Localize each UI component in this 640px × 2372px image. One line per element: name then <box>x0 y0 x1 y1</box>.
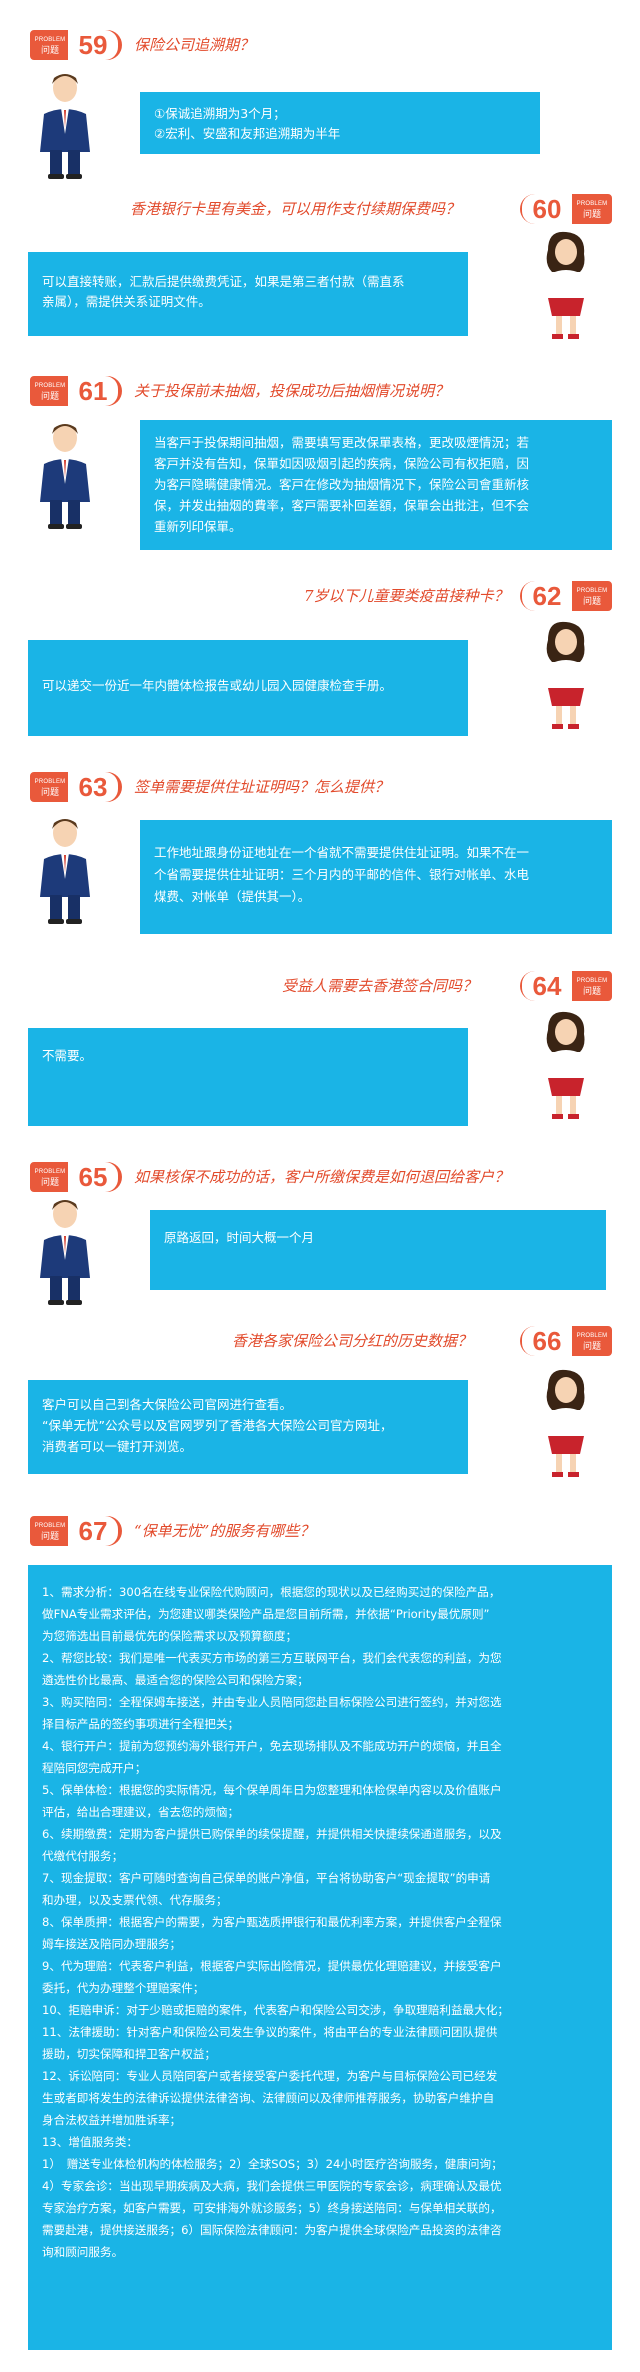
service-line: 生或者即将发生的法律诉讼提供法律咨询、法律顾问以及律师推荐服务，协助客户维护自 <box>42 2091 495 2105</box>
service-line: 为您筛选出目前最优先的保险需求以及预算额度； <box>42 1629 298 1643</box>
problem-number: 60 <box>522 194 572 224</box>
service-line: 需要赴港，提供接送服务；6）国际保险法律顾问：为客户提供全球保险产品投资的法律咨 <box>42 2223 502 2237</box>
service-line: 10、拒赔申诉：对于少赔或拒赔的案件，代表客户和保险公司交涉，争取理赔利益最大化… <box>42 2003 509 2017</box>
problem-badge-59: PROBLEM 问题 59 <box>30 30 122 60</box>
answer-bubble-66: 客户可以自己到各大保险公司官网进行查看。 “保单无忧”公众号以及官网罗列了香港各… <box>28 1380 468 1474</box>
answer-bubble-59: ①保诚追溯期为3个月； ②宏利、安盛和友邦追溯期为半年 <box>140 92 540 154</box>
question-text: 保险公司追溯期？ <box>134 36 255 54</box>
services-list: 1、需求分析：300名在线专业保险代购顾问，根据您的现状以及已经购买过的保险产品… <box>28 1565 612 2350</box>
service-line: 11、法律援助：针对客户和保险公司发生争议的案件，将由平台的专业法律顾问团队提供 <box>42 2025 498 2039</box>
problem-badge-65: PROBLEM 问题 65 <box>30 1162 122 1192</box>
service-line: 和办理，以及支票代领、代存服务； <box>42 1893 228 1907</box>
service-line: 6、续期缴费：定期为客户提供已购保单的续保提醒，并提供相关快捷续保通道服务，以及 <box>42 1827 502 1841</box>
question-text: 受益人需要去香港签合同吗？ <box>282 977 478 995</box>
question-text: 如果核保不成功的话，客户所缴保费是如何退回给客户？ <box>134 1168 510 1186</box>
problem-number: 65 <box>68 1162 118 1192</box>
question-text: 关于投保前未抽烟，投保成功后抽烟情况说明？ <box>134 382 450 400</box>
answer-bubble-64: 不需要。 <box>28 1028 468 1126</box>
service-line: 评估，给出合理建议，省去您的烦恼； <box>42 1805 240 1819</box>
problem-badge-61: PROBLEM 问题 61 <box>30 376 122 406</box>
service-line: 4、银行开户：提前为您预约海外银行开户，免去现场排队及不能成功开户的烦恼，并且全 <box>42 1739 502 1753</box>
service-line: 姆车接送及陪同办理服务； <box>42 1937 182 1951</box>
service-line: 择目标产品的签约事项进行全程把关； <box>42 1717 240 1731</box>
question-text: 香港各家保险公司分红的历史数据？ <box>232 1332 473 1350</box>
businesswoman-figure <box>546 1369 585 1477</box>
service-line: 援助，切实保障和捍卫客户权益； <box>42 2047 216 2061</box>
problem-number: 63 <box>68 772 118 802</box>
service-line: 12、诉讼陪同：专业人员陪同客户或者接受客户委托代理，为客户与目标保险公司已经发 <box>42 2069 498 2083</box>
problem-number: 67 <box>68 1516 118 1546</box>
question-text: 签单需要提供住址证明吗？怎么提供？ <box>134 778 390 796</box>
service-line: 2、帮您比较：我们是唯一代表买方市场的第三方互联网平台，我们会代表您的利益，为您 <box>42 1651 502 1665</box>
question-text: 香港银行卡里有美金，可以用作支付续期保费吗？ <box>130 200 461 218</box>
problem-number: 61 <box>68 376 118 406</box>
answer-bubble-62: 可以递交一份近一年内體体检报告或幼儿园入园健康检查手册。 <box>28 640 468 736</box>
businessman-figure <box>40 74 90 179</box>
problem-badge-63: PROBLEM 问题 63 <box>30 772 122 802</box>
service-line: 8、保单质押：根据客户的需要，为客户甄选质押银行和最优利率方案，并提供客户全程保 <box>42 1915 502 1929</box>
service-line: 1） 赠送专业体检机构的体检服务；2）全球SOS；3）24小时医疗咨询服务，健康… <box>42 2157 503 2171</box>
answer-bubble-65: 原路返回，时间大概一个月 <box>150 1210 606 1290</box>
question-text: 7岁以下儿童要类疫苗接种卡？ <box>304 587 509 605</box>
businesswoman-figure <box>546 1011 585 1119</box>
problem-badge-62: 62 PROBLEM 问题 <box>520 581 612 611</box>
service-line: 1、需求分析：300名在线专业保险代购顾问，根据您的现状以及已经购买过的保险产品… <box>42 1585 501 1599</box>
service-line: 7、现金提取：客户可随时查询自己保单的账户净值，平台将协助客户“现金提取”的申请 <box>42 1871 491 1885</box>
businessman-figure <box>40 424 90 529</box>
answer-bubble-61: 当客戸于投保期间抽烟，需要填写更改保單表格，更改吸煙情況；若 客戸并没有告知，保… <box>140 420 612 550</box>
service-line: 专家治疗方案，如客户需要，可安排海外就诊服务；5）终身接送陪同：与保单相关联的， <box>42 2201 502 2215</box>
service-line: 遴选性价比最高、最适合您的保险公司和保险方案； <box>42 1673 309 1687</box>
service-line: 做FNA专业需求评估，为您建议哪类保险产品是您目前所需，并依据“Priority… <box>42 1607 490 1621</box>
problem-badge-64: 64 PROBLEM 问题 <box>520 971 612 1001</box>
businessman-figure <box>40 819 90 924</box>
service-line: 询和顾问服务。 <box>42 2245 124 2259</box>
answer-bubble-60: 可以直接转账，汇款后提供缴费凭证，如果是第三者付款（需直系 亲属），需提供关系证… <box>28 252 468 336</box>
service-line: 程陪同您完成开户； <box>42 1761 147 1775</box>
service-line: 代缴代付服务； <box>42 1849 124 1863</box>
service-line: 委托，代为办理整个理赔案件； <box>42 1981 205 1995</box>
problem-number: 62 <box>522 581 572 611</box>
problem-badge-60: 60 PROBLEM 问题 <box>520 194 612 224</box>
service-line: 13、增值服务类： <box>42 2135 138 2149</box>
service-line: 9、代为理赔：代表客户利益，根据客户实际出险情况，提供最优化理赔建议，并接受客户 <box>42 1959 502 1973</box>
problem-badge-67: PROBLEM 问题 67 <box>30 1516 122 1546</box>
problem-number: 59 <box>68 30 118 60</box>
answer-bubble-63: 工作地址跟身份证地址在一个省就不需要提供住址证明。如果不在一 个省需要提供住址证… <box>140 820 612 934</box>
problem-number: 66 <box>522 1326 572 1356</box>
question-text: “保单无忧”的服务有哪些？ <box>134 1522 315 1540</box>
service-line: 5、保单体检：根据您的实际情况，每个保单周年日为您整理和体检保单内容以及价值账户 <box>42 1783 502 1797</box>
businesswoman-figure <box>546 231 585 339</box>
service-line: 身合法权益并增加胜诉率； <box>42 2113 182 2127</box>
businessman-figure <box>40 1200 90 1305</box>
problem-number: 64 <box>522 971 572 1001</box>
service-line: 3、购买陪同：全程保姆车接送，并由专业人员陪同您赴目标保险公司进行签约，并对您选 <box>42 1695 502 1709</box>
businesswoman-figure <box>546 621 585 729</box>
service-line: 4）专家会诊：当出现早期疾病及大病，我们会提供三甲医院的专家会诊，病理确认及最优 <box>42 2179 502 2193</box>
problem-badge-66: 66 PROBLEM 问题 <box>520 1326 612 1356</box>
